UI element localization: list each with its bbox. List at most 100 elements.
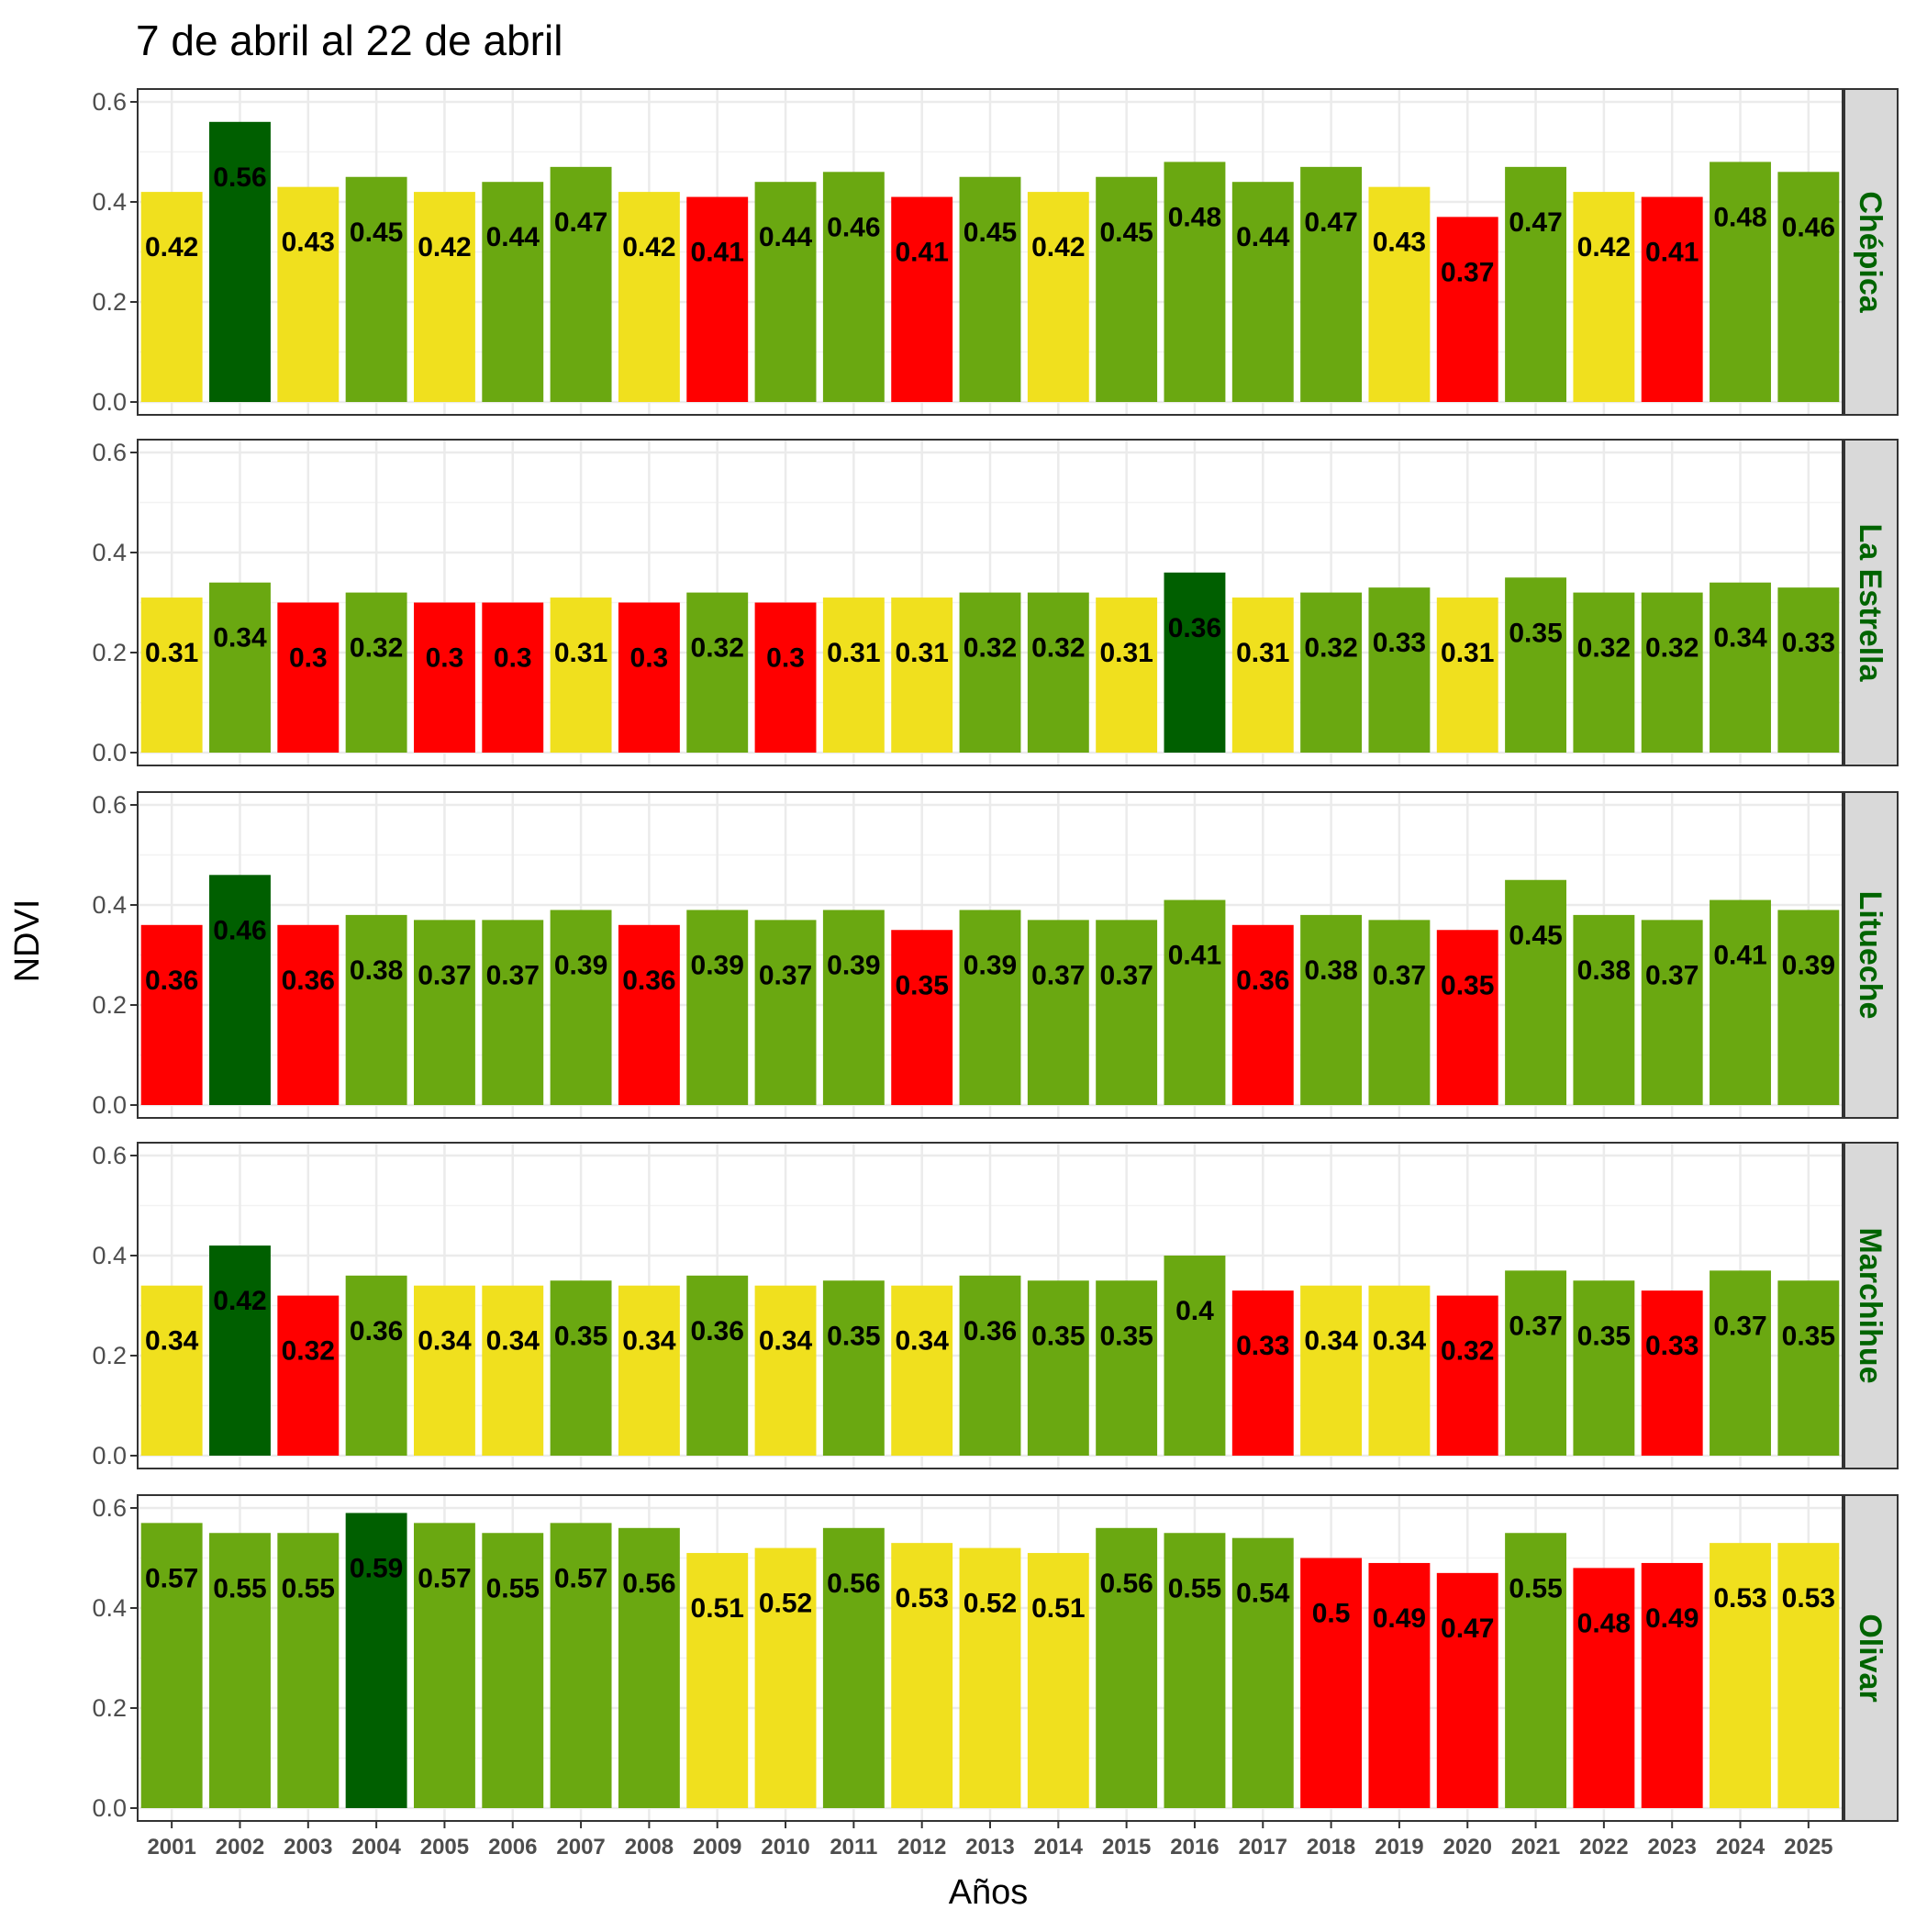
- data-label: 0.56: [213, 162, 266, 193]
- bar: [345, 1275, 407, 1456]
- data-label: 0.34: [622, 1326, 676, 1357]
- data-label: 0.36: [691, 1316, 744, 1346]
- x-tick-label: 2007: [556, 1835, 605, 1859]
- data-label: 0.36: [622, 966, 675, 996]
- bar: [686, 910, 749, 1105]
- bar: [959, 1547, 1021, 1808]
- bar: [686, 592, 749, 753]
- bar: [1436, 1295, 1498, 1456]
- bar: [1164, 899, 1226, 1105]
- bar: [550, 166, 612, 402]
- data-label: 0.31: [1441, 638, 1494, 668]
- data-label: 0.36: [282, 966, 335, 996]
- bar: [1368, 186, 1431, 402]
- chart-title: 7 de abril al 22 de abril: [136, 17, 563, 64]
- data-label: 0.45: [964, 218, 1017, 248]
- data-label: 0.47: [554, 207, 607, 238]
- data-label: 0.39: [1782, 950, 1835, 980]
- bar: [891, 196, 953, 402]
- data-label: 0.4: [1175, 1296, 1214, 1326]
- y-tick-label: 0.0: [92, 739, 127, 766]
- data-label: 0.46: [1782, 212, 1835, 242]
- bar: [413, 1523, 475, 1808]
- panel-border: [137, 439, 1843, 766]
- bar: [1096, 176, 1158, 402]
- y-axis-title: NDVI: [8, 899, 47, 983]
- data-label: 0.33: [1645, 1331, 1699, 1361]
- data-label: 0.47: [1509, 207, 1562, 238]
- data-label: 0.3: [766, 643, 805, 674]
- x-tick-label: 2004: [351, 1835, 401, 1859]
- y-tick-label: 0.0: [92, 388, 127, 416]
- facet-strip: [1843, 1494, 1899, 1822]
- bar: [482, 602, 544, 753]
- data-label: 0.48: [1713, 202, 1766, 232]
- facet-panel: 0.0 0.2 0.4 0.6 0.36 0.46 0.36 0.38 0.37 0.37 0.39…: [92, 791, 1899, 1119]
- bar: [277, 186, 340, 402]
- facet-panel: 0.0 0.2 0.4 0.6 0.34 0.42 0.32 0.36 0.34 0.34 0.35…: [92, 1142, 1899, 1469]
- y-tick-label: 0.0: [92, 1794, 127, 1822]
- bar: [413, 192, 475, 402]
- data-label: 0.34: [486, 1326, 540, 1357]
- bar: [1436, 930, 1498, 1105]
- data-label: 0.52: [964, 1589, 1017, 1619]
- bar: [618, 1527, 680, 1808]
- bar: [1710, 582, 1771, 753]
- bar: [1573, 1568, 1635, 1808]
- data-label: 0.42: [145, 232, 198, 262]
- data-label: 0.31: [1236, 638, 1289, 668]
- y-tick-label: 0.2: [92, 639, 127, 666]
- data-label: 0.39: [964, 950, 1017, 980]
- x-tick-label: 2016: [1170, 1835, 1219, 1859]
- facet-panel: 0.0 0.2 0.4 0.6 0.42 0.56 0.43 0.45 0.42 0.44 0.47…: [92, 88, 1899, 416]
- bar: [277, 924, 340, 1105]
- y-tick-label: 0.4: [92, 1242, 127, 1269]
- data-label: 0.41: [1645, 238, 1699, 268]
- data-label: 0.35: [1031, 1321, 1085, 1351]
- data-label: 0.42: [1577, 232, 1631, 262]
- data-label: 0.51: [691, 1593, 744, 1624]
- bar: [1573, 1280, 1635, 1456]
- bar: [686, 1553, 749, 1808]
- bar: [1096, 597, 1158, 753]
- data-label: 0.37: [1645, 960, 1699, 990]
- data-label: 0.53: [1713, 1583, 1766, 1614]
- data-label: 0.45: [350, 218, 403, 248]
- y-tick-label: 0.4: [92, 188, 127, 216]
- data-label: 0.37: [1099, 960, 1153, 990]
- data-label: 0.37: [1373, 960, 1426, 990]
- bar: [1027, 1280, 1089, 1456]
- bar: [209, 1533, 271, 1808]
- bar: [1096, 1527, 1158, 1808]
- bar: [1300, 914, 1363, 1105]
- bar: [1300, 1285, 1363, 1456]
- bar: [1710, 162, 1771, 402]
- data-label: 0.33: [1373, 628, 1426, 658]
- data-label: 0.34: [1304, 1326, 1358, 1357]
- data-label: 0.36: [350, 1316, 403, 1346]
- x-tick-label: 2021: [1511, 1835, 1560, 1859]
- data-label: 0.3: [289, 643, 328, 674]
- data-label: 0.56: [622, 1569, 675, 1599]
- data-label: 0.35: [554, 1321, 607, 1351]
- data-label: 0.39: [827, 950, 880, 980]
- y-tick-label: 0.4: [92, 539, 127, 566]
- x-tick-label: 2011: [830, 1835, 877, 1859]
- bar: [1164, 1533, 1226, 1808]
- bar: [1505, 879, 1567, 1105]
- facet-strip: [1843, 439, 1899, 766]
- x-tick-label: 2008: [625, 1835, 674, 1859]
- data-label: 0.36: [964, 1316, 1017, 1346]
- bar: [959, 592, 1021, 753]
- data-label: 0.48: [1168, 202, 1221, 232]
- bar: [822, 1527, 885, 1808]
- data-label: 0.36: [145, 966, 198, 996]
- bar: [754, 182, 817, 402]
- data-label: 0.51: [1031, 1593, 1085, 1624]
- bar: [1641, 196, 1703, 402]
- data-label: 0.31: [145, 638, 198, 668]
- x-tick-label: 2017: [1239, 1835, 1287, 1859]
- data-label: 0.43: [282, 228, 335, 258]
- data-label: 0.32: [1031, 633, 1085, 664]
